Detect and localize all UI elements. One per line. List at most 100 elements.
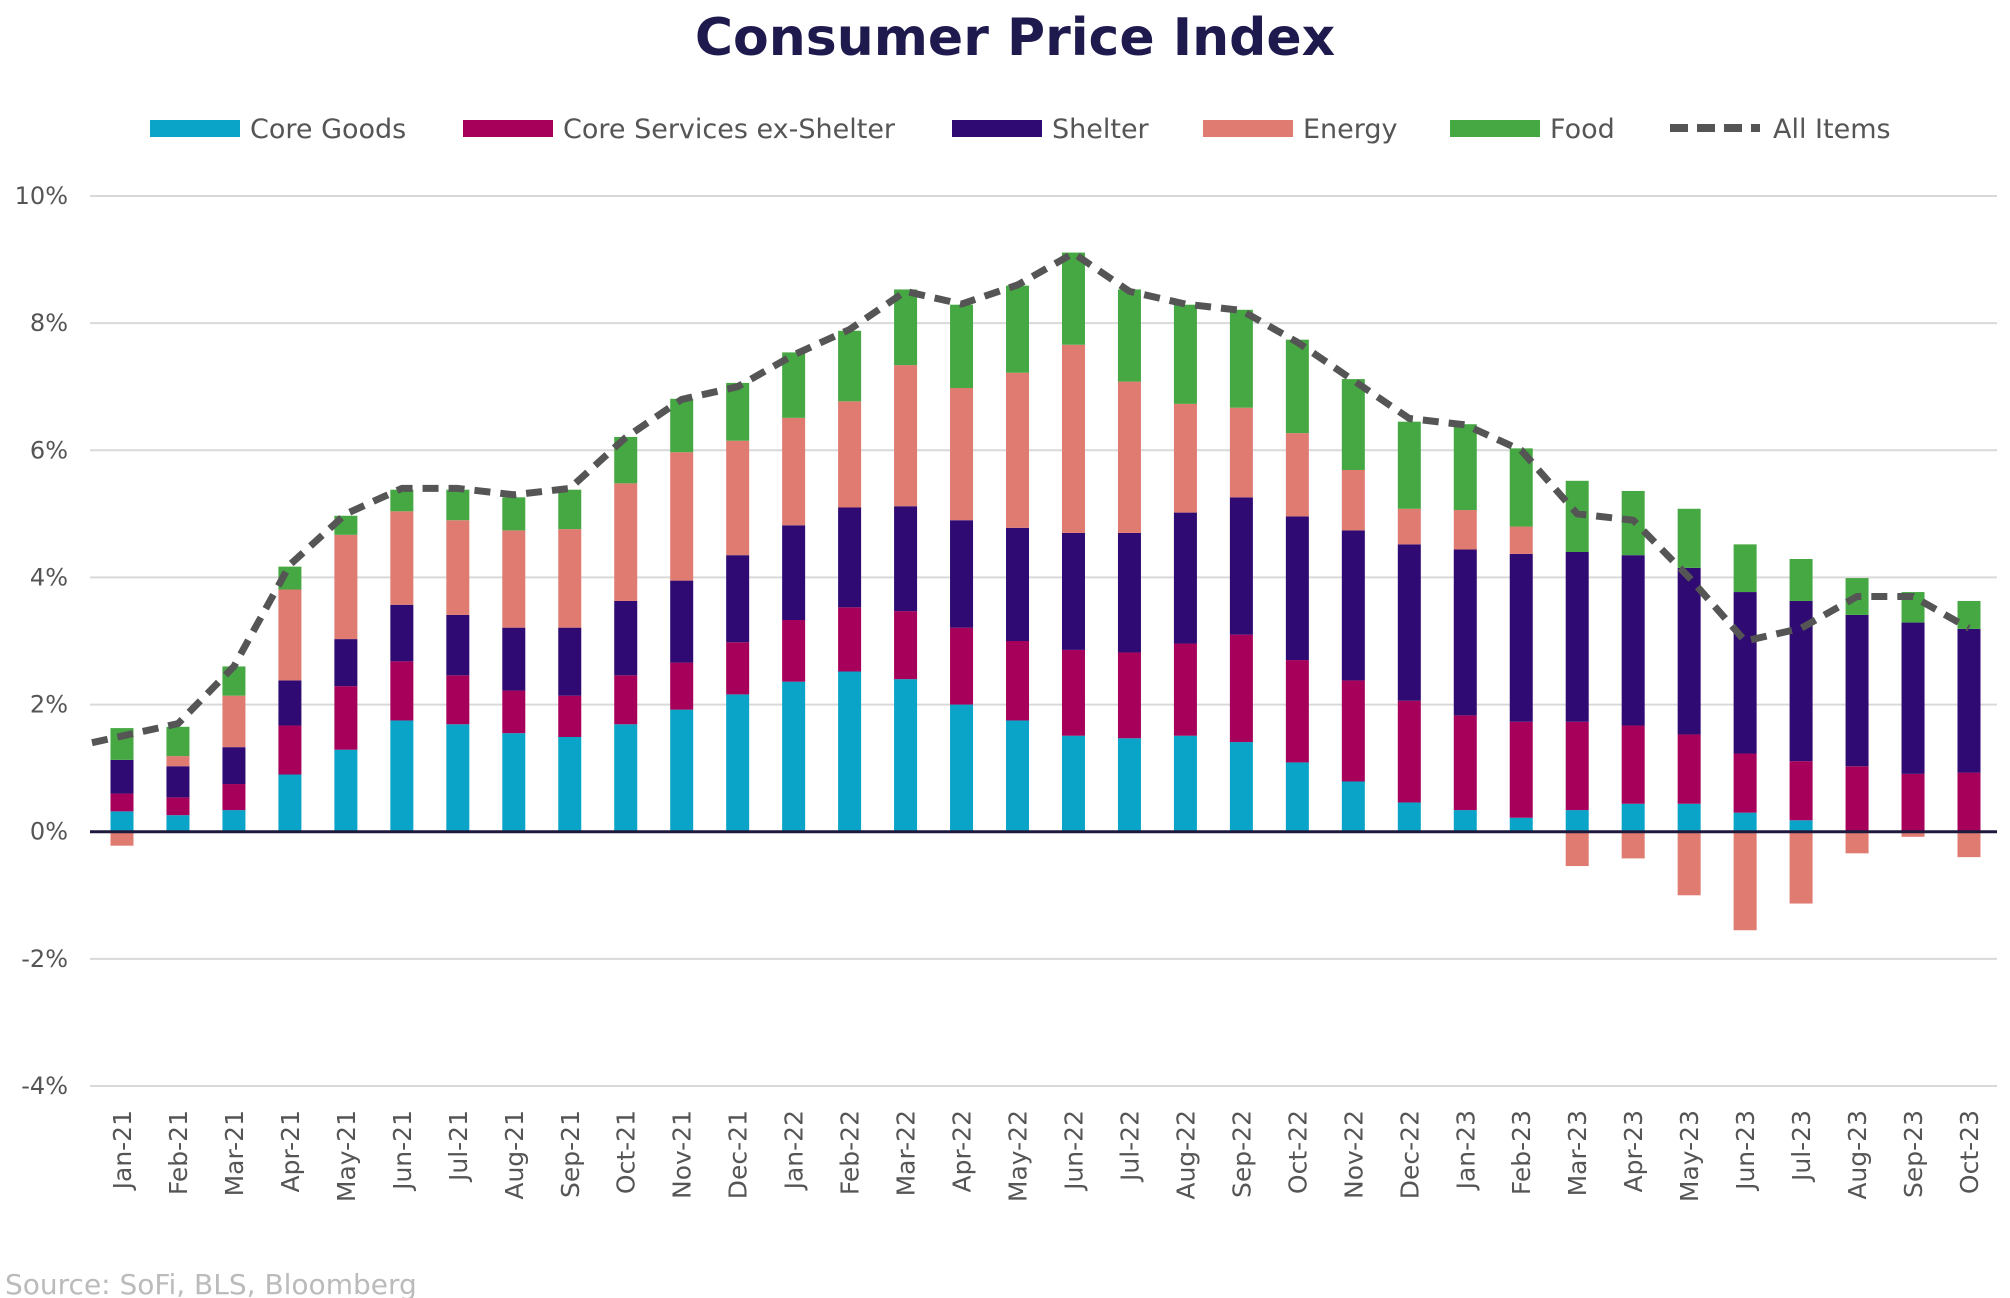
- x-tick-label: Aug-21: [500, 1110, 529, 1200]
- y-tick-label: -4%: [21, 1072, 68, 1100]
- bar-core-services-ex-shelter-may-23: [1677, 734, 1701, 804]
- x-tick-label: Jul-21: [444, 1110, 473, 1183]
- bar-energy-mar-21: [222, 695, 246, 748]
- x-tick-label: Feb-21: [164, 1110, 193, 1195]
- bar-shelter-sep-22: [1229, 497, 1253, 635]
- bar-core-services-ex-shelter-sep-22: [1229, 634, 1253, 743]
- bar-shelter-aug-23: [1845, 614, 1869, 767]
- x-tick-label: Jan-21: [108, 1110, 137, 1191]
- bar-core-services-ex-shelter-apr-22: [950, 627, 974, 705]
- bar-core-goods-jun-21: [390, 720, 414, 832]
- bar-food-nov-21: [670, 398, 694, 453]
- bar-core-goods-jan-21: [110, 811, 134, 832]
- bar-shelter-may-22: [1006, 527, 1030, 641]
- x-tick-label: Mar-23: [1563, 1110, 1592, 1196]
- x-tick-label: Nov-22: [1339, 1110, 1368, 1199]
- bar-energy-nov-22: [1341, 469, 1365, 531]
- bar-core-services-ex-shelter-aug-21: [502, 690, 526, 734]
- bar-energy-jun-22: [1061, 344, 1085, 533]
- bar-core-goods-sep-21: [558, 736, 582, 832]
- bar-energy-may-21: [334, 534, 358, 640]
- y-tick-label: 10%: [15, 182, 68, 210]
- bar-food-mar-22: [894, 289, 918, 366]
- gridlines: [90, 195, 1997, 1087]
- bar-core-services-ex-shelter-dec-21: [726, 642, 750, 695]
- bar-food-jul-23: [1789, 558, 1813, 601]
- bar-core-goods-mar-21: [222, 810, 246, 832]
- bar-energy-sep-22: [1229, 407, 1253, 498]
- bar-shelter-nov-21: [670, 580, 694, 663]
- bar-core-goods-jul-21: [446, 724, 470, 832]
- x-tick-label: Sep-22: [1227, 1110, 1256, 1198]
- bar-shelter-feb-22: [838, 507, 862, 608]
- bar-food-jun-23: [1733, 544, 1757, 593]
- bar-core-services-ex-shelter-feb-21: [166, 797, 190, 816]
- chart-title: Consumer Price Index: [695, 8, 1335, 68]
- bar-core-services-ex-shelter-feb-22: [838, 607, 862, 672]
- bar-shelter-feb-23: [1509, 553, 1533, 722]
- bar-core-goods-feb-21: [166, 815, 190, 832]
- bar-core-goods-may-21: [334, 749, 358, 832]
- bar-core-services-ex-shelter-jan-22: [782, 620, 806, 682]
- bar-core-services-ex-shelter-jul-22: [1117, 652, 1141, 739]
- bar-core-goods-oct-22: [1285, 762, 1309, 832]
- bar-energy-apr-21: [278, 589, 302, 681]
- bar-shelter-mar-23: [1565, 552, 1589, 722]
- bar-core-services-ex-shelter-apr-23: [1621, 725, 1645, 804]
- legend-label: Core Services ex-Shelter: [563, 114, 896, 145]
- bar-core-services-ex-shelter-oct-21: [614, 675, 638, 725]
- bar-energy-apr-22: [950, 387, 974, 521]
- bar-energy-mar-22: [894, 365, 918, 507]
- bar-food-jul-22: [1117, 289, 1141, 382]
- bar-energy-aug-21: [502, 530, 526, 628]
- all-items-series-line: [91, 249, 1971, 747]
- x-tick-label: Jul-23: [1787, 1110, 1816, 1183]
- bar-core-services-ex-shelter-apr-21: [278, 725, 302, 775]
- bar-food-sep-21: [558, 489, 582, 530]
- x-tick-label: Oct-21: [612, 1110, 641, 1194]
- y-tick-label: 4%: [30, 563, 68, 591]
- bar-core-goods-jun-22: [1061, 735, 1085, 832]
- bar-food-feb-21: [166, 726, 190, 757]
- bar-core-services-ex-shelter-aug-22: [1173, 643, 1197, 736]
- bar-energy-mar-23: [1565, 831, 1589, 867]
- y-tick-label: 8%: [30, 309, 68, 337]
- bar-energy-feb-22: [838, 401, 862, 508]
- bar-core-services-ex-shelter-mar-23: [1565, 721, 1589, 811]
- bar-energy-jul-22: [1117, 381, 1141, 533]
- bar-core-services-ex-shelter-sep-21: [558, 695, 582, 737]
- bar-core-goods-dec-21: [726, 694, 750, 832]
- bar-core-services-ex-shelter-may-22: [1006, 641, 1030, 721]
- bar-food-oct-22: [1285, 339, 1309, 434]
- bar-shelter-mar-22: [894, 506, 918, 612]
- x-tick-label: Mar-22: [892, 1110, 921, 1196]
- bar-food-nov-22: [1341, 379, 1365, 470]
- bar-energy-jul-23: [1789, 831, 1813, 904]
- bar-energy-oct-21: [614, 483, 638, 601]
- bar-energy-nov-21: [670, 452, 694, 581]
- x-tick-label: Dec-22: [1395, 1110, 1424, 1199]
- bar-core-services-ex-shelter-jan-23: [1453, 715, 1477, 811]
- bar-core-services-ex-shelter-mar-22: [894, 611, 918, 680]
- bar-energy-oct-23: [1957, 831, 1981, 858]
- bar-core-goods-jan-23: [1453, 810, 1477, 832]
- x-tick-label: Oct-22: [1283, 1110, 1312, 1194]
- bar-shelter-mar-21: [222, 747, 246, 785]
- x-tick-label: Jun-22: [1059, 1110, 1088, 1192]
- legend-swatch: [952, 120, 1042, 137]
- bar-core-services-ex-shelter-jun-23: [1733, 753, 1757, 813]
- legend-swatch: [1450, 120, 1540, 137]
- legend-label: Shelter: [1052, 114, 1150, 145]
- bar-shelter-aug-21: [502, 627, 526, 691]
- bar-food-jun-22: [1061, 252, 1085, 345]
- bar-core-goods-jan-22: [782, 681, 806, 832]
- bar-core-services-ex-shelter-mar-21: [222, 784, 246, 811]
- x-tick-label: Apr-22: [948, 1110, 977, 1192]
- bar-energy-jun-23: [1733, 831, 1757, 931]
- bar-shelter-dec-21: [726, 555, 750, 643]
- bar-core-services-ex-shelter-dec-22: [1397, 700, 1421, 803]
- bar-core-goods-apr-22: [950, 704, 974, 832]
- bar-energy-aug-23: [1845, 831, 1869, 854]
- bar-shelter-feb-21: [166, 766, 190, 798]
